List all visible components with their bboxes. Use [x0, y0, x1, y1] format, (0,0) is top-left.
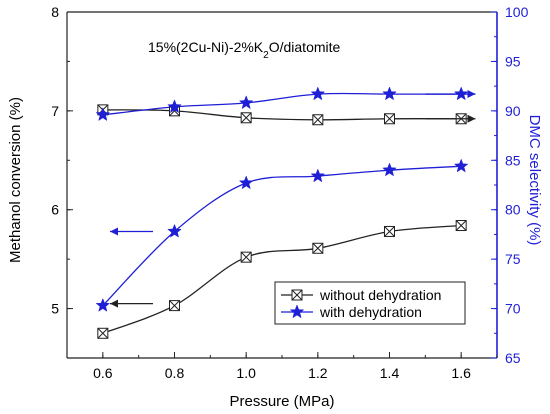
arrow-head	[110, 299, 118, 308]
chart-annotation: 15%(2Cu-Ni)-2%K2O/diatomite	[148, 39, 341, 61]
y-right-tick-label: 90	[505, 103, 521, 119]
data-point-xbox	[240, 112, 252, 124]
data-point-star	[382, 86, 397, 101]
y-left-tick-label: 5	[51, 301, 59, 317]
x-axis-title: Pressure (MPa)	[229, 393, 334, 410]
arrow-head	[467, 114, 476, 123]
data-point-star	[453, 86, 469, 101]
data-point-xbox	[312, 242, 324, 254]
data-point-star	[95, 107, 111, 122]
data-point-xbox	[240, 251, 252, 263]
x-tick-label: 0.8	[165, 365, 185, 381]
y-left-tick-label: 7	[51, 103, 59, 119]
y-right-tick-label: 65	[505, 350, 521, 366]
marker-cross-b	[291, 289, 303, 301]
x-tick-label: 1.0	[236, 365, 256, 381]
legend-label: with dehydration	[319, 304, 422, 320]
y-right-tick-label: 75	[505, 251, 521, 267]
x-tick-label: 1.4	[380, 365, 400, 381]
axis-arrow-right	[425, 114, 476, 123]
data-point-xbox	[455, 220, 467, 232]
arrow-head	[467, 90, 476, 99]
axis-arrow-right	[425, 90, 476, 99]
y-left-tick-label: 6	[51, 202, 59, 218]
data-point-star	[167, 99, 182, 114]
legend-xbox-marker	[291, 289, 303, 301]
marker-cross-b	[169, 300, 180, 311]
marker-cross-b	[312, 114, 324, 126]
data-point-xbox	[97, 327, 109, 339]
legend-box	[274, 281, 466, 325]
y-right-tick-label: 85	[505, 152, 521, 168]
axis-arrows	[110, 90, 476, 308]
data-point-xbox	[312, 114, 324, 126]
marker-cross-b	[384, 113, 395, 125]
marker-cross-b	[384, 226, 395, 237]
data-point-xbox	[384, 225, 395, 237]
marker-cross-b	[312, 242, 324, 254]
y-right-tick-label: 100	[505, 4, 529, 20]
y-right-tick-label: 80	[505, 202, 521, 218]
y-axis-left-title: Methanol conversion (%)	[7, 97, 24, 263]
marker-cross-b	[97, 327, 109, 339]
axis-arrow-left	[110, 299, 153, 308]
y-left-tick-label: 8	[51, 4, 59, 20]
annotation-prefix: 15%(2Cu-Ni)-2%K	[148, 39, 264, 55]
legend-label: without dehydration	[319, 287, 441, 303]
x-tick-label: 1.2	[308, 365, 328, 381]
x-tick-label: 0.6	[93, 365, 113, 381]
data-point-star	[167, 223, 182, 238]
x-tick-label: 1.6	[451, 365, 471, 381]
annotation-subscript: 2	[263, 50, 269, 61]
data-point-star	[310, 168, 326, 183]
arrow-head	[110, 227, 118, 236]
annotation-suffix: O/diatomite	[269, 39, 341, 55]
marker-cross-b	[240, 251, 252, 263]
data-point-star	[238, 175, 254, 190]
series-line-conversion-0	[102, 224, 462, 334]
y-right-tick-label: 70	[505, 301, 521, 317]
data-point-xbox	[169, 300, 180, 312]
data-point-star	[95, 297, 111, 312]
y-right-tick-label: 95	[505, 53, 521, 69]
axis-ticks: 0.6 0.8 1.0 1.2 1.4 1.6 5 6 7 8 65 70 75 80 85 90 95 100	[51, 4, 528, 381]
data-point-xbox	[384, 113, 395, 125]
data-point-star	[382, 162, 397, 177]
series-line-selectivity-2	[102, 109, 462, 121]
axis-arrow-left	[110, 227, 153, 236]
series-line-selectivity-3	[102, 92, 462, 116]
marker-cross-b	[455, 220, 467, 231]
data-point-star	[310, 86, 326, 101]
marker-cross-b	[240, 112, 252, 124]
legend-star-marker	[289, 304, 305, 319]
data-point-star	[453, 158, 469, 173]
data-point-star	[238, 95, 254, 110]
y-axis-right-title: DMC selectivity (%)	[526, 115, 543, 246]
